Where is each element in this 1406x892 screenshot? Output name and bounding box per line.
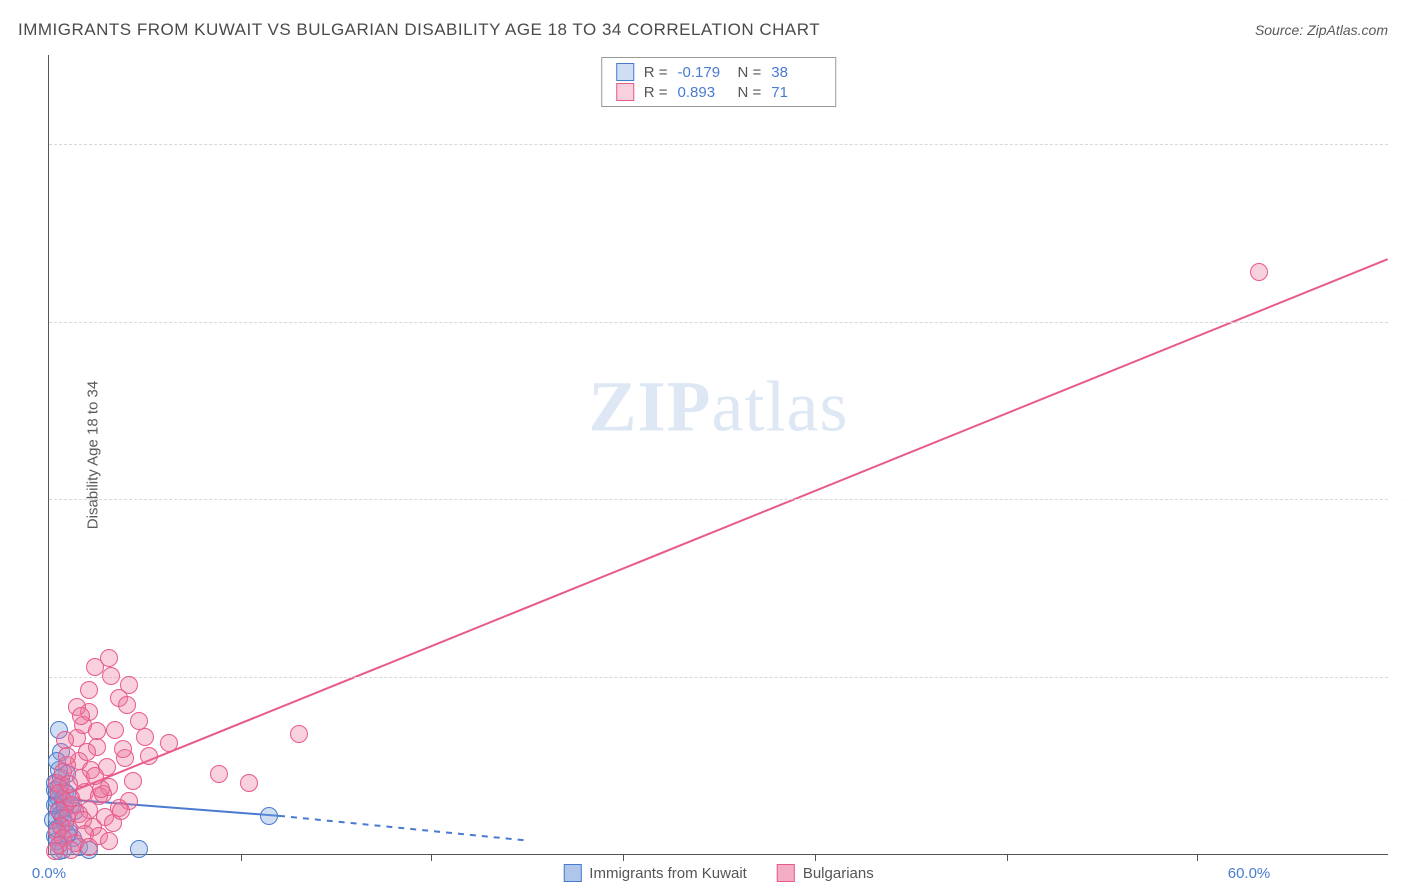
scatter-point: [86, 767, 104, 785]
legend-swatch: [616, 63, 634, 81]
scatter-point: [80, 681, 98, 699]
scatter-point: [46, 842, 64, 860]
scatter-point: [118, 696, 136, 714]
chart-plot-area: Disability Age 18 to 34 ZIPatlas R = -0.1…: [48, 55, 1388, 855]
scatter-point: [124, 772, 142, 790]
x-tick: [431, 854, 432, 861]
x-tick-label: 60.0%: [1228, 865, 1271, 882]
scatter-point: [210, 765, 228, 783]
stat-label: R =: [644, 84, 668, 101]
x-tick: [241, 854, 242, 861]
scatter-point: [240, 774, 258, 792]
grid-line-h: [49, 144, 1388, 145]
scatter-point: [1250, 263, 1268, 281]
bottom-legend: Immigrants from Kuwait Bulgarians: [563, 864, 873, 882]
scatter-point: [260, 807, 278, 825]
stat-n-value: 71: [771, 84, 821, 101]
scatter-point: [62, 841, 80, 859]
scatter-point: [80, 838, 98, 856]
chart-title: IMMIGRANTS FROM KUWAIT VS BULGARIAN DISA…: [18, 20, 820, 40]
watermark: ZIPatlas: [589, 365, 849, 448]
stat-label: N =: [738, 64, 762, 81]
scatter-point: [60, 775, 78, 793]
trend-lines: [49, 55, 1388, 854]
legend-swatch: [777, 864, 795, 882]
stat-label: N =: [738, 84, 762, 101]
x-tick: [815, 854, 816, 861]
scatter-point: [114, 740, 132, 758]
legend-swatch: [563, 864, 581, 882]
scatter-point: [88, 722, 106, 740]
grid-line-h: [49, 499, 1388, 500]
scatter-point: [106, 721, 124, 739]
scatter-point: [112, 802, 130, 820]
scatter-point: [100, 832, 118, 850]
legend-item: Bulgarians: [777, 864, 874, 882]
x-tick: [1007, 854, 1008, 861]
scatter-point: [140, 747, 158, 765]
y-axis-label: Disability Age 18 to 34: [85, 380, 102, 528]
scatter-point: [72, 707, 90, 725]
x-tick-label: 0.0%: [32, 865, 66, 882]
stat-label: R =: [644, 64, 668, 81]
scatter-point: [130, 840, 148, 858]
stat-r-value: -0.179: [678, 64, 728, 81]
stat-r-value: 0.893: [678, 84, 728, 101]
scatter-point: [58, 747, 76, 765]
stat-n-value: 38: [771, 64, 821, 81]
x-tick: [1197, 854, 1198, 861]
legend-item: Immigrants from Kuwait: [563, 864, 747, 882]
x-tick: [623, 854, 624, 861]
grid-line-h: [49, 677, 1388, 678]
grid-line-h: [49, 322, 1388, 323]
legend-stats-box: R = -0.179 N = 38 R = 0.893 N = 71: [601, 57, 837, 107]
scatter-point: [136, 728, 154, 746]
scatter-point: [78, 743, 96, 761]
legend-label: Bulgarians: [803, 865, 874, 882]
legend-stats-row: R = 0.893 N = 71: [616, 82, 822, 102]
scatter-point: [160, 734, 178, 752]
legend-stats-row: R = -0.179 N = 38: [616, 62, 822, 82]
legend-swatch: [616, 83, 634, 101]
source-label: Source: ZipAtlas.com: [1255, 22, 1388, 38]
legend-label: Immigrants from Kuwait: [589, 865, 747, 882]
scatter-point: [102, 667, 120, 685]
scatter-point: [290, 725, 308, 743]
